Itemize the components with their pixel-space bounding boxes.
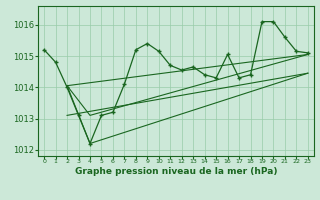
X-axis label: Graphe pression niveau de la mer (hPa): Graphe pression niveau de la mer (hPa) [75, 167, 277, 176]
